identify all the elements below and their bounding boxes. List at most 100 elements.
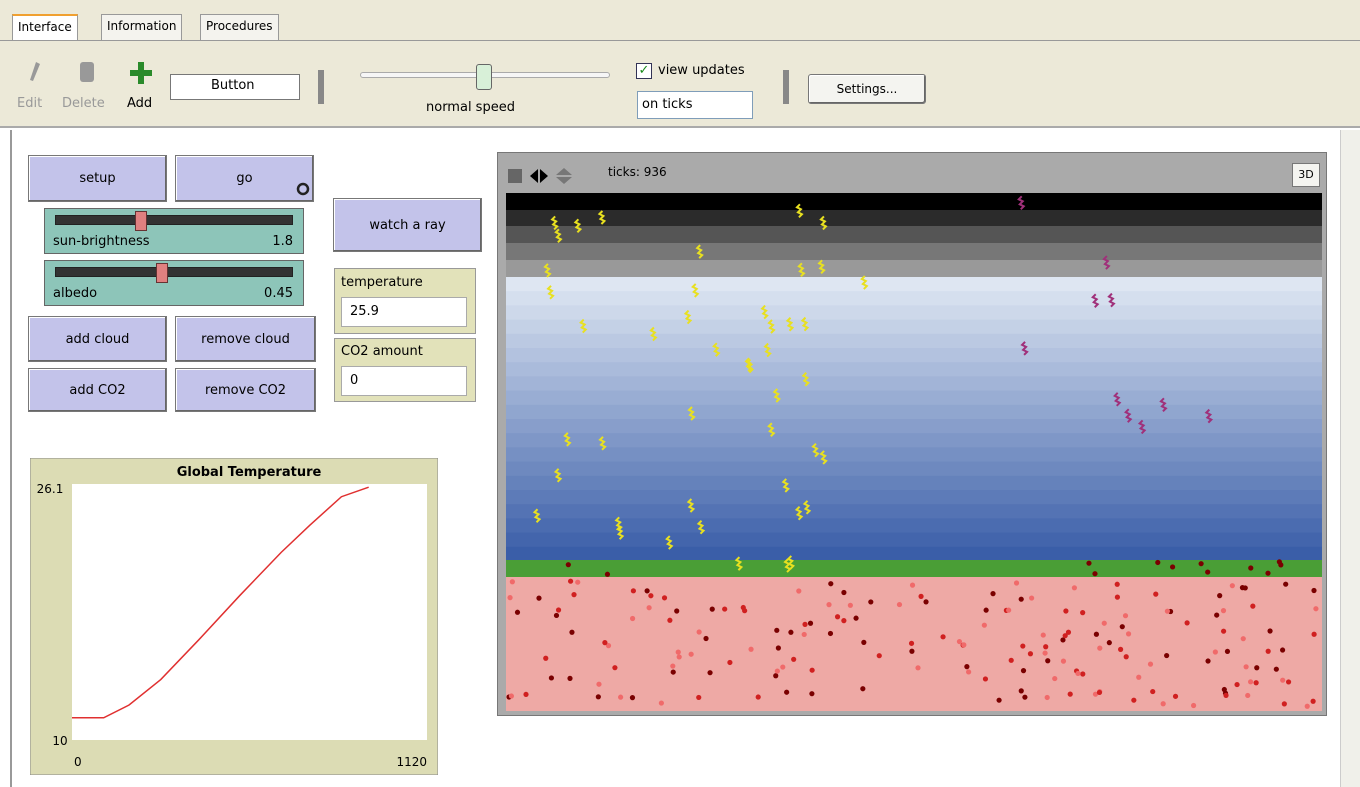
heat-dot [1254,665,1259,670]
heat-dot [748,647,753,652]
heat-dot [1014,580,1019,585]
sky-band [506,476,1322,491]
sky-band [506,504,1322,519]
heat-dot [828,631,833,636]
heat-dot [645,588,650,593]
view-updates-label[interactable]: view updates [658,63,745,78]
edit-label[interactable]: Edit [17,96,42,111]
sky-band [506,518,1322,533]
heat-dot [648,593,653,598]
heat-dot [630,616,635,621]
heat-dot [802,622,807,627]
heat-dot [784,690,789,695]
heat-dot [791,657,796,662]
heat-dot [835,614,840,619]
heat-dot [549,675,554,680]
tab[interactable]: Procedures [200,14,279,40]
button[interactable]: remove cloud [175,316,316,362]
heat-dot [810,668,815,673]
widget-type-select[interactable]: Button [170,74,300,100]
add-label[interactable]: Add [127,96,152,111]
monitor: CO2 amount 0 [334,338,476,402]
speed-knob[interactable] [476,64,492,90]
heat-dot [860,686,865,691]
heat-dot [1022,695,1027,700]
heat-dot [556,607,561,612]
sky-band [506,405,1322,420]
heat-dot [1006,608,1011,613]
heat-dot [707,670,712,675]
heat-dot [1305,704,1310,709]
heat-dot [1041,632,1046,637]
heat-dot [1019,597,1024,602]
heat-dot [1170,564,1175,569]
heat-dot [1185,620,1190,625]
slider-knob[interactable] [156,263,168,283]
heat-dot [940,634,945,639]
heat-dot [631,588,636,593]
heat-dot [1266,649,1271,654]
heat-dot [1107,640,1112,645]
heat-dot [756,694,761,699]
heat-dot [630,695,635,700]
slider[interactable]: sun-brightness 1.8 [44,208,304,254]
heat-dot [1280,647,1285,652]
view-controls[interactable] [508,167,588,185]
tab[interactable]: Information [101,14,182,40]
heat-dot [1020,643,1025,648]
sky-band [506,243,1322,260]
monitor-value: 0 [341,366,467,396]
update-mode-select[interactable]: on ticks [637,91,753,119]
sky-band [506,291,1322,306]
heat-dot [1286,679,1291,684]
heat-dot [1248,565,1253,570]
sky-band [506,193,1322,210]
y-min-label: 10 [52,734,67,748]
heat-dot [566,562,571,567]
heat-dot [1248,679,1253,684]
heat-dot [1244,664,1249,669]
heat-dot [689,652,694,657]
settings-button[interactable]: Settings... [808,74,926,104]
heat-dot [1245,693,1250,698]
heat-dot [703,636,708,641]
heat-dot [722,606,727,611]
heat-dot [1080,610,1085,615]
slider-name: albedo [53,286,97,301]
button[interactable]: setup [28,155,167,202]
heat-dot [828,581,833,586]
pane-border [10,130,12,787]
delete-label[interactable]: Delete [62,96,105,111]
tab[interactable]: Interface [12,14,78,40]
heat-dot [571,592,576,597]
sky-band [506,547,1322,562]
heat-dot [841,618,846,623]
slider[interactable]: albedo 0.45 [44,260,304,306]
heat-dot [853,616,858,621]
x-min-label: 0 [74,755,82,769]
heat-dot [1009,658,1014,663]
scrollbar[interactable] [1340,130,1360,787]
heat-dot [957,639,962,644]
heat-dot [596,682,601,687]
heat-dot [780,664,785,669]
heat-dot [910,583,915,588]
heat-dot [1230,583,1235,588]
slider-track [55,267,293,277]
monitor-name: temperature [341,275,423,290]
heat-dot [808,621,813,626]
edit-icon [30,62,40,81]
button[interactable]: add CO2 [28,368,167,412]
button[interactable]: watch a ray [333,198,482,252]
3d-button[interactable]: 3D [1292,163,1320,187]
view-updates-checkbox[interactable]: ✓ [636,63,652,79]
heat-dot [1148,662,1153,667]
heat-dot [909,649,914,654]
button[interactable]: remove CO2 [175,368,316,412]
heat-dot [877,653,882,658]
button[interactable]: add cloud [28,316,167,362]
sky-band [506,305,1322,320]
button[interactable]: go [175,155,314,202]
slider-knob[interactable] [135,211,147,231]
heat-dot [1118,647,1123,652]
